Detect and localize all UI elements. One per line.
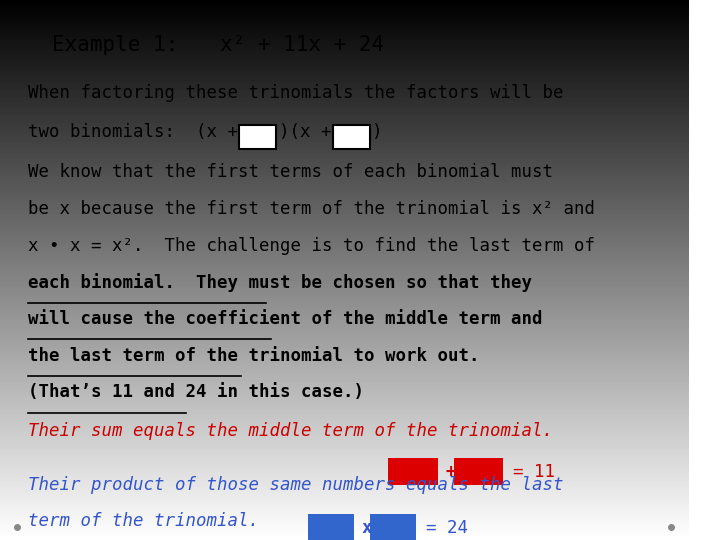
Text: each binomial.  They must be chosen so that they: each binomial. They must be chosen so th…: [27, 273, 531, 292]
Text: Their sum equals the middle term of the trinomial.: Their sum equals the middle term of the …: [27, 422, 552, 440]
Text: )(x +: )(x +: [279, 123, 331, 140]
Text: x: x: [361, 518, 372, 537]
Text: We know that the first terms of each binomial must: We know that the first terms of each bin…: [27, 163, 552, 181]
Text: +: +: [446, 463, 456, 481]
Text: When factoring these trinomials the factors will be: When factoring these trinomials the fact…: [27, 84, 563, 102]
FancyBboxPatch shape: [370, 514, 416, 540]
Text: the last term of the trinomial to work out.: the last term of the trinomial to work o…: [27, 347, 479, 364]
FancyBboxPatch shape: [239, 125, 276, 148]
FancyBboxPatch shape: [333, 125, 370, 148]
FancyBboxPatch shape: [454, 458, 503, 485]
Text: ): ): [372, 123, 382, 140]
Text: = 11: = 11: [513, 463, 555, 481]
FancyBboxPatch shape: [388, 458, 438, 485]
Text: = 24: = 24: [426, 518, 467, 537]
Text: two binomials:  (x +: two binomials: (x +: [27, 123, 248, 140]
Text: will cause the coefficient of the middle term and: will cause the coefficient of the middle…: [27, 310, 542, 328]
Text: be x because the first term of the trinomial is x² and: be x because the first term of the trino…: [27, 200, 595, 218]
Text: Their product of those same numbers equals the last: Their product of those same numbers equa…: [27, 476, 563, 494]
Text: x • x = x².  The challenge is to find the last term of: x • x = x². The challenge is to find the…: [27, 237, 595, 254]
FancyBboxPatch shape: [308, 514, 354, 540]
Text: term of the trinomial.: term of the trinomial.: [27, 512, 258, 530]
Text: (That’s 11 and 24 in this case.): (That’s 11 and 24 in this case.): [27, 383, 364, 401]
Text: x² + 11x + 24: x² + 11x + 24: [220, 35, 384, 55]
Text: Example 1:: Example 1:: [52, 35, 178, 55]
